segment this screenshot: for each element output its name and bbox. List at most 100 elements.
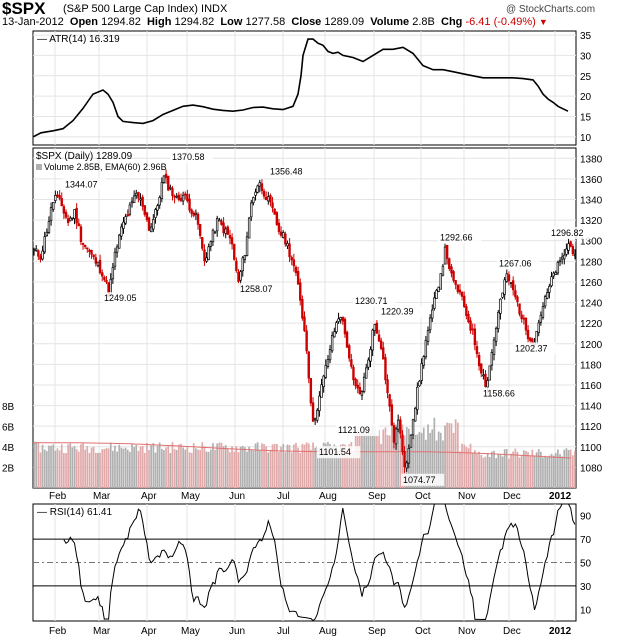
volume-bar [184,449,187,488]
candle-body [486,380,489,388]
volume-bar [550,453,553,488]
candle-body [111,267,115,280]
candle-body [49,207,53,221]
candle-body [58,195,61,199]
volume-bar [207,451,210,488]
volume-bar [363,425,365,488]
volume-bar [229,452,231,488]
candle-body [439,273,442,290]
candle-body [41,250,44,260]
month-label-main: 2012 [549,491,572,502]
volume-bar [256,442,259,488]
volume-bar [143,453,146,488]
candle-body [47,221,51,233]
volume-bar [92,446,95,488]
volume-bar [335,446,338,488]
candle-body [313,418,317,421]
volume-bar [250,449,253,488]
volume-bar [427,424,429,488]
candle-body [356,384,359,389]
price-annotation-bg [353,295,397,308]
volume-bar [486,453,489,488]
candle-body [135,192,138,196]
candle-body [152,219,155,230]
candle-body [279,231,283,236]
volume-bar [265,446,267,488]
candle-body [299,282,302,301]
candle-body [484,373,487,387]
price-annotation: 1249.05 [104,293,137,303]
volume-bar [544,455,546,488]
volume-bar [352,452,355,488]
candle-body [162,175,166,183]
candle-body [426,330,430,342]
volume-bar [442,440,444,488]
candle-body [409,434,413,448]
volume-bar [58,450,61,488]
candle-body [371,329,374,351]
candle-body [126,214,129,217]
volume-bar [314,447,316,488]
volume-bar [493,450,495,488]
volume-bar [310,449,312,488]
price-tick-label: 1080 [580,463,603,474]
candle-body [301,298,304,319]
volume-bar [501,456,504,488]
volume-bar [380,443,382,488]
atr-tick-label: 30 [580,51,592,62]
candle-body [548,285,551,293]
price-tick-label: 1200 [580,340,603,351]
candle-body [292,259,296,267]
volume-bar [471,452,474,488]
volume-tick-label: 4B [2,443,15,454]
watermark[interactable]: @ StockCharts.com [506,4,596,15]
price-tick-label: 1380 [580,154,603,165]
candle-body [226,226,230,235]
volume-bar [401,424,404,488]
candle-body [373,324,376,331]
candle-body [73,209,76,219]
candle-body [567,243,570,251]
volume-bar [99,452,101,488]
volume-bar [382,429,385,488]
volume-bar [156,446,159,488]
volume-bar [508,458,510,488]
candle-body [328,349,332,361]
candle-body [71,217,74,220]
candle-body [75,207,78,224]
volume-bar [342,443,344,488]
price-annotation-bg [497,257,541,270]
month-label-rsi: May [181,626,200,637]
volume-bar [246,451,248,488]
candle-body [416,386,419,411]
volume-bar [422,427,425,488]
volume-bar [124,447,127,488]
volume-bar [480,455,483,488]
candle-body [475,346,479,355]
candle-body [367,359,370,368]
candle-body [394,428,398,445]
candle-body [428,317,432,331]
volume-bar [540,451,542,488]
month-label-main: Mar [93,491,111,502]
month-label-rsi: Sep [368,626,386,637]
price-annotation: 1101.54 [319,447,351,457]
volume-bar [195,448,197,488]
atr-tick-label: 20 [580,92,592,103]
candle-body [288,243,291,258]
volume-bar [312,442,314,488]
volume-bar [131,443,133,488]
volume-bar [346,449,348,488]
volume-bar [152,443,155,488]
candle-body [396,419,400,430]
volume-bar [56,448,59,488]
rsi-tick-label: 70 [580,535,592,546]
chg-value: -6.41 (-0.49%) [465,16,536,28]
candle-body [62,206,66,214]
candle-body [60,198,63,207]
volume-bar [297,447,299,488]
candle-body [79,226,83,243]
candle-body [443,246,447,265]
candle-body [145,212,149,221]
